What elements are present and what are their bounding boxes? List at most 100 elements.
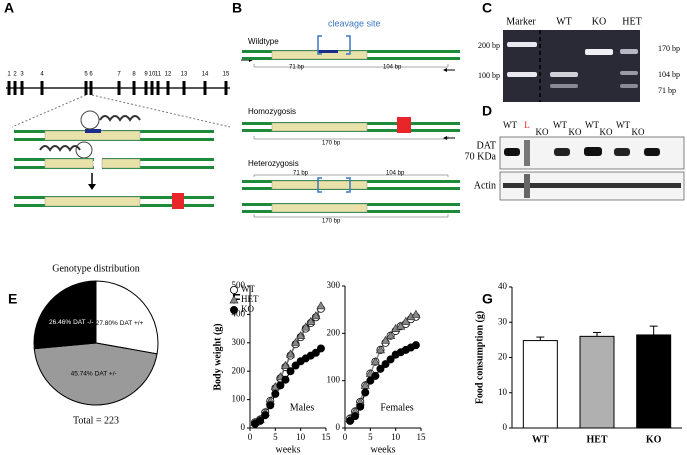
y-tick-label: 500: [232, 280, 246, 290]
footnote: Total = 223: [73, 415, 119, 426]
slice-label: 27.80%: [96, 320, 118, 327]
pie-slice: [33, 342, 158, 406]
panel-letter: F: [232, 291, 241, 307]
slice-label: 26.46%: [49, 319, 71, 326]
point-marker: [311, 348, 320, 357]
point-marker: [411, 341, 420, 350]
exon-number: 11: [155, 72, 162, 78]
y-tick-label: 100: [327, 375, 341, 385]
lane-label: KO: [569, 127, 582, 137]
y-tick-label: 100: [232, 394, 246, 404]
protein-label: DAT: [477, 140, 496, 151]
lane-label: L: [524, 120, 530, 130]
exon: [132, 81, 136, 95]
point-marker: [396, 321, 406, 330]
lane-label: WT: [585, 120, 599, 130]
exon-number: 5: [84, 72, 88, 78]
point-marker: [261, 411, 270, 420]
y-tick-label: 40: [498, 281, 508, 291]
point-marker: [291, 361, 300, 370]
y-tick-label: 400: [232, 308, 246, 318]
cleavage-label: cleavage site: [328, 18, 381, 28]
exon-number: 15: [223, 72, 230, 78]
exon: [40, 81, 44, 95]
point-marker: [356, 402, 365, 411]
pie-slice: [33, 280, 97, 350]
x-tick-label: WT: [532, 434, 549, 445]
size-label: 71 bp: [658, 86, 676, 95]
point-marker: [346, 416, 355, 425]
construct-label: Homozygosis: [248, 107, 296, 116]
slice-label: DAT +/+: [120, 320, 144, 327]
construct: [14, 110, 214, 209]
point-marker: [311, 311, 321, 320]
lane-label: WT: [553, 120, 567, 130]
x-tick-label: 10: [391, 432, 401, 442]
size-label: 71 bp: [289, 65, 305, 71]
exon-number: 9: [144, 72, 148, 78]
y-tick-label: 30: [498, 316, 508, 326]
exon: [156, 81, 160, 95]
point-marker: [296, 330, 306, 340]
point-marker: [411, 309, 421, 318]
y-axis-label: Body weight (g): [212, 323, 223, 390]
exon: [166, 81, 170, 95]
exon-number: 10: [149, 72, 156, 78]
y-tick-label: 0: [503, 422, 508, 432]
legend-label: KO: [241, 304, 254, 314]
legend-marker: [229, 305, 238, 314]
control-label: Actin: [474, 180, 496, 191]
size-label: 170 bp: [322, 141, 341, 147]
lane-label: WT: [616, 120, 630, 130]
point-marker: [276, 381, 285, 390]
panel-letter: D: [482, 103, 492, 119]
weight-label: 70 KDa: [465, 151, 497, 162]
exon: [20, 81, 24, 95]
point-marker: [280, 360, 291, 369]
size-label: 104 bp: [383, 65, 402, 71]
exon-number: 7: [117, 72, 121, 78]
lane-label: KO: [592, 16, 606, 27]
exon-number: 1: [7, 72, 11, 78]
point-marker: [266, 401, 275, 410]
exon: [13, 81, 17, 95]
y-tick-label: 300: [232, 337, 246, 347]
x-tick-label: 10: [296, 432, 306, 442]
slice-label: DAT +/-: [95, 371, 117, 378]
x-tick-label: 15: [322, 432, 332, 442]
exon: [150, 81, 154, 95]
y-tick-label: 200: [327, 327, 341, 337]
zoom-line: [91, 94, 231, 128]
lane-label: WT: [556, 16, 572, 27]
panel-letter: E: [8, 291, 17, 307]
x-tick-label: 15: [417, 432, 427, 442]
exon-number: 2: [13, 72, 17, 78]
slice-label: 45.74%: [71, 371, 93, 378]
exon: [84, 81, 88, 95]
size-label: 170 bp: [322, 219, 341, 225]
point-marker: [385, 330, 396, 340]
x-tick-label: 0: [343, 432, 348, 442]
size-label: 200 bp: [478, 41, 500, 50]
zoom-line: [11, 94, 87, 128]
point-marker: [366, 376, 375, 385]
exon-number: 4: [40, 72, 44, 78]
point-marker: [316, 344, 325, 353]
point-marker: [316, 301, 326, 310]
y-tick-label: 200: [232, 365, 246, 375]
x-tick-label: 0: [248, 432, 253, 442]
lane-label: KO: [536, 127, 549, 137]
exon: [224, 81, 228, 95]
construct-label: Wildtype: [248, 37, 279, 46]
point-marker: [381, 360, 390, 369]
bar: [522, 340, 558, 429]
exon-number: 8: [132, 72, 136, 78]
exon: [144, 81, 148, 95]
y-tick-label: 10: [498, 387, 508, 397]
lane-label: HET: [622, 16, 641, 27]
panel-letter: A: [4, 0, 14, 16]
panel-letter: G: [482, 291, 493, 307]
point-marker: [376, 364, 385, 373]
point-marker: [360, 380, 370, 389]
